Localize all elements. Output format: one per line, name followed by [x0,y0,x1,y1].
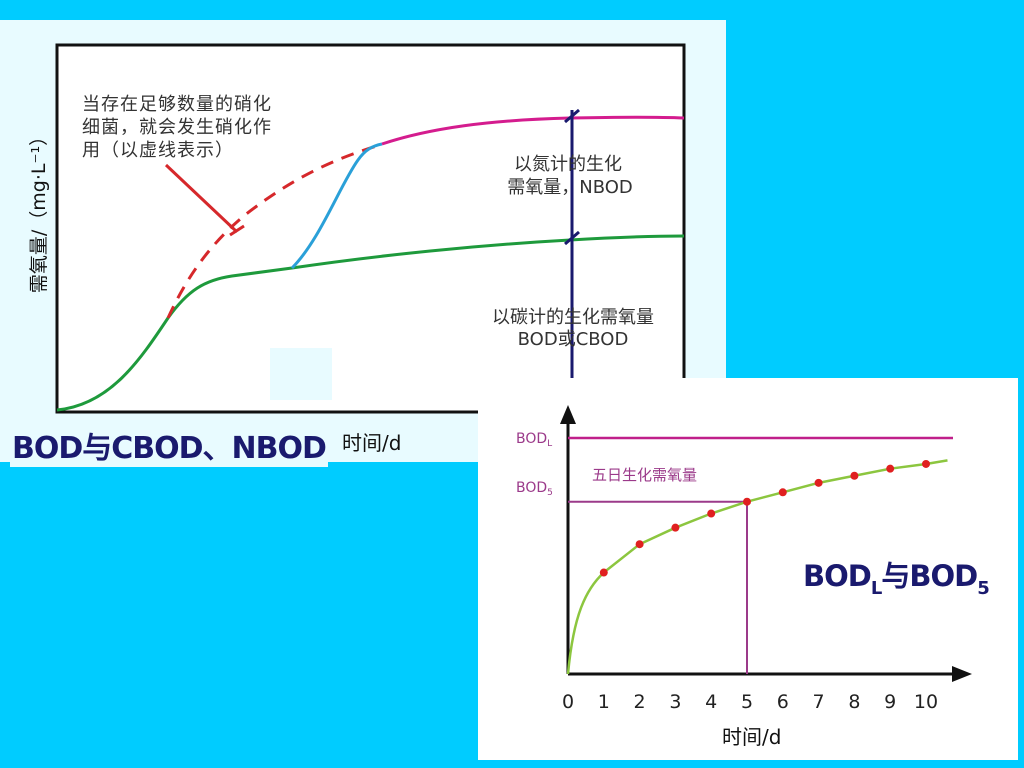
note-pointer-tip [229,224,245,237]
bod-data-point [671,523,680,532]
x-tick-label: 2 [634,691,646,713]
nitrify-note-line-3: 用（以虚线表示） [82,140,234,161]
nbod-curve [381,115,685,146]
main-x-axis-label: 时间/d [340,427,408,460]
bod-data-point [778,488,787,497]
cbod-label-line-2: BOD或CBOD [518,329,629,350]
panel-cutout [270,348,332,400]
cbod-label-line-1: 以碳计的生化需氧量 [492,307,654,328]
note-pointer [164,163,239,234]
bod-chart-title: BODL与BOD5 [803,559,989,599]
x-axis-arrow [952,666,972,682]
x-tick-label: 0 [562,691,574,713]
x-tick-label: 5 [741,691,753,713]
x-tick-label: 9 [884,691,896,713]
bod-data-point [850,471,859,480]
x-tick-label: 7 [813,691,825,713]
bod-data-point [743,497,751,506]
main-chart-title: BOD与CBOD、NBOD [10,423,328,467]
nitrification-dashed-curve [166,143,381,319]
plot-frame [55,43,686,414]
nitrify-note-line-1: 当存在足够数量的硝化 [82,94,272,115]
nbod-label-line-1: 以氮计的生化 [514,154,622,175]
divider-tick-top [564,108,580,124]
five-day-bod-label: 五日生化需氧量 [592,466,697,484]
bod-data-point [922,459,930,468]
bod5-label: BOD5 [516,480,553,498]
nitrify-note-line-2: 细菌，就会发生硝化作 [82,117,272,138]
y-axis-arrow [560,405,576,424]
bod-data-point [635,540,644,549]
bod-data-point [599,568,608,577]
x-tick-label: 6 [777,691,789,713]
bod-x-axis-label: 时间/d [722,725,782,749]
x-tick-label: 4 [705,691,717,713]
bod-data-point [707,509,716,518]
x-tick-label: 1 [598,691,610,713]
transition-curve [290,142,383,270]
y-axis-label: 需氧量/（mg·L⁻¹） [28,127,50,293]
nbod-label-line-2: 需氧量，NBOD [507,177,633,198]
bod-data-point [886,464,895,473]
x-tick-label: 3 [669,691,681,713]
x-tick-label: 8 [848,691,860,713]
bod-data-point [814,478,823,487]
x-tick-label: 10 [914,691,938,713]
divider-tick-mid [564,230,580,246]
cbod-curve [56,234,685,412]
bodl-label: BODL [516,431,552,449]
